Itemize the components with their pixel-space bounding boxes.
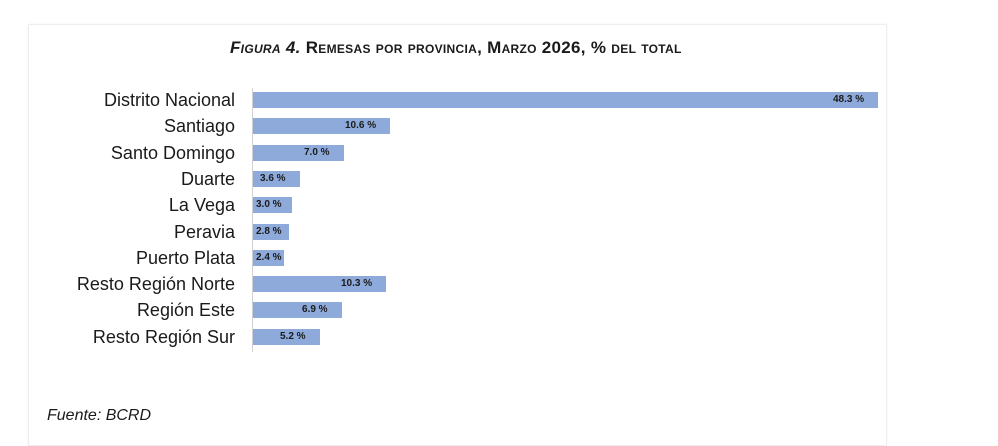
category-label: Duarte [180, 169, 235, 189]
category-label: Resto Región Norte [76, 274, 235, 294]
chart-title-text: Remesas por provincia, Marzo 2026, % del… [305, 38, 682, 57]
category-label: La Vega [168, 195, 235, 215]
chart-title: Figura 4. Remesas por provincia, Marzo 2… [230, 38, 682, 58]
data-label: 2.4 % [256, 252, 282, 263]
bar [253, 329, 320, 345]
data-label: 2.8 % [256, 226, 282, 237]
bar [253, 118, 390, 134]
category-label: Santo Domingo [110, 143, 235, 163]
bar [253, 224, 289, 240]
category-label: Región Este [136, 300, 235, 320]
data-label: 48.3 % [833, 94, 865, 105]
bar [253, 171, 300, 187]
bar [253, 145, 344, 161]
bar [253, 302, 342, 318]
bar [253, 197, 292, 213]
data-label: 7.0 % [304, 147, 330, 158]
category-label: Puerto Plata [135, 248, 235, 268]
data-label: 5.2 % [280, 331, 306, 342]
category-label: Distrito Nacional [103, 90, 235, 110]
data-label: 10.3 % [341, 278, 373, 289]
category-label: Peravia [173, 222, 235, 242]
data-label: 10.6 % [345, 120, 377, 131]
source-note: Fuente: BCRD [47, 407, 152, 424]
category-label: Santiago [163, 116, 235, 136]
bar [253, 92, 878, 108]
data-label: 6.9 % [302, 304, 328, 315]
data-label: 3.6 % [260, 173, 286, 184]
bar [253, 250, 284, 266]
bar [253, 276, 386, 292]
category-axis-line [252, 88, 253, 352]
data-label: 3.0 % [256, 199, 282, 210]
category-label: Resto Región Sur [92, 327, 235, 347]
figure-number: Figura 4. [230, 38, 301, 57]
